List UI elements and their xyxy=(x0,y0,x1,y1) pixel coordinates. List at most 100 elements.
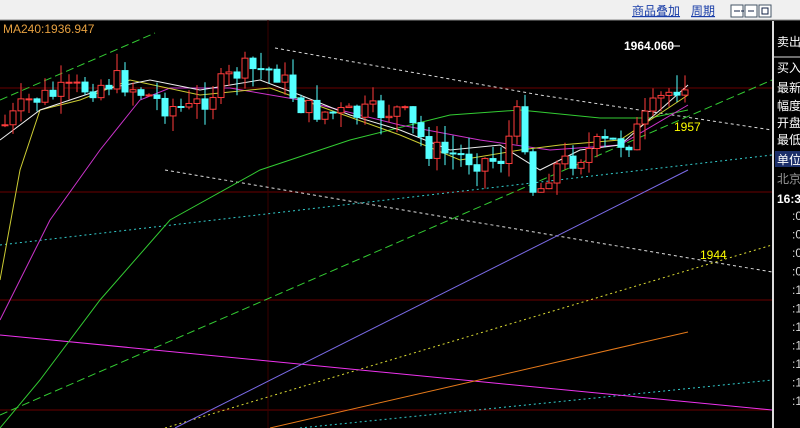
candle-body xyxy=(433,141,441,159)
side-tick: :1 xyxy=(792,302,800,316)
side-label: 买入 xyxy=(777,61,800,75)
level-label: 1957 xyxy=(674,120,701,134)
candle-body xyxy=(97,84,105,99)
candle-body xyxy=(297,97,305,114)
toolbar xyxy=(0,0,800,20)
ma-label: MA240:1936.947 xyxy=(3,22,95,36)
candle-body xyxy=(465,153,473,166)
overlay-link[interactable]: 商品叠加 xyxy=(632,3,680,18)
candle-body xyxy=(161,97,169,117)
candle-body xyxy=(441,141,449,154)
candle-body xyxy=(497,160,505,165)
candle-body xyxy=(657,94,665,99)
candle-body xyxy=(665,91,673,96)
candle-body xyxy=(593,136,601,150)
candle-body xyxy=(601,136,609,139)
side-panel xyxy=(772,21,800,428)
side-tick: :1 xyxy=(792,320,800,334)
toolbar-icons[interactable] xyxy=(730,4,772,18)
candle-body xyxy=(113,70,121,90)
candle-body xyxy=(617,138,625,148)
candle-body xyxy=(377,100,385,119)
candle-body xyxy=(625,146,633,151)
trend-lines xyxy=(0,32,773,428)
candle-body xyxy=(9,110,17,126)
candle-body xyxy=(89,91,97,99)
unit-bg xyxy=(775,151,800,167)
candle-body xyxy=(121,70,129,93)
side-tick: :0 xyxy=(792,228,800,242)
candle-body xyxy=(585,148,593,163)
period-link[interactable]: 周期 xyxy=(691,4,715,18)
candle-body xyxy=(257,68,265,71)
candle-body xyxy=(489,158,497,162)
candle-body xyxy=(65,81,73,84)
candle-body xyxy=(201,98,209,110)
candle-body xyxy=(281,74,289,83)
side-tick: :1 xyxy=(792,283,800,297)
candle-body xyxy=(361,103,369,118)
candle-body xyxy=(233,71,241,79)
candle-body xyxy=(425,136,433,159)
candle-body xyxy=(449,152,457,155)
candle-body xyxy=(129,89,137,93)
candle-body xyxy=(17,98,25,112)
candle-body xyxy=(641,110,649,125)
side-tick: :0 xyxy=(792,209,800,223)
side-label: 开盘 xyxy=(777,115,800,130)
candle-body xyxy=(225,71,233,75)
candle-body xyxy=(481,158,489,172)
candle-body xyxy=(241,57,249,79)
candle-body xyxy=(473,164,481,172)
candle-body xyxy=(217,73,225,99)
high-label: 1964.060 xyxy=(624,39,674,53)
candle-body xyxy=(649,97,657,112)
candle-body xyxy=(417,122,425,138)
side-label: 最低 xyxy=(777,133,800,147)
side-tick: :1 xyxy=(792,339,800,353)
candle-body xyxy=(137,89,145,96)
side-tick: :0 xyxy=(792,246,800,260)
candle-body xyxy=(345,105,353,109)
candle-body xyxy=(409,106,417,124)
candle-body xyxy=(1,124,9,127)
side-label: 单位 xyxy=(777,152,800,167)
candle-body xyxy=(193,98,201,104)
candle-body xyxy=(273,68,281,83)
candle-body xyxy=(41,89,49,103)
candle-body xyxy=(561,155,569,165)
candle-body xyxy=(521,106,529,153)
candle-body xyxy=(393,106,401,117)
candle-body xyxy=(401,106,409,109)
candle-body xyxy=(369,100,377,105)
candle-body xyxy=(681,89,689,96)
candle-body xyxy=(537,188,545,193)
candle-body xyxy=(25,98,33,101)
candle-body xyxy=(153,94,161,99)
candle-body xyxy=(385,115,393,119)
candle-body xyxy=(73,81,81,84)
candle-body xyxy=(305,99,313,114)
time: 16:3 xyxy=(777,192,800,206)
candle-body xyxy=(57,81,65,97)
candle-body xyxy=(177,105,185,108)
side-tick: :1 xyxy=(792,376,800,390)
side-label: 幅度 xyxy=(777,98,800,113)
candle-body xyxy=(353,105,361,118)
level-label: 1944 xyxy=(700,248,727,262)
candle-body xyxy=(673,91,681,96)
candle-body xyxy=(145,94,153,97)
candle-body xyxy=(49,89,57,97)
side-label: 卖出 xyxy=(777,35,800,49)
candle-body xyxy=(209,97,217,110)
candle-body xyxy=(289,74,297,99)
candles xyxy=(1,51,689,196)
side-tick: :0 xyxy=(792,265,800,279)
candle-body xyxy=(513,106,521,137)
candle-body xyxy=(249,57,257,70)
candle-body xyxy=(313,99,321,120)
candle-body xyxy=(545,182,553,190)
